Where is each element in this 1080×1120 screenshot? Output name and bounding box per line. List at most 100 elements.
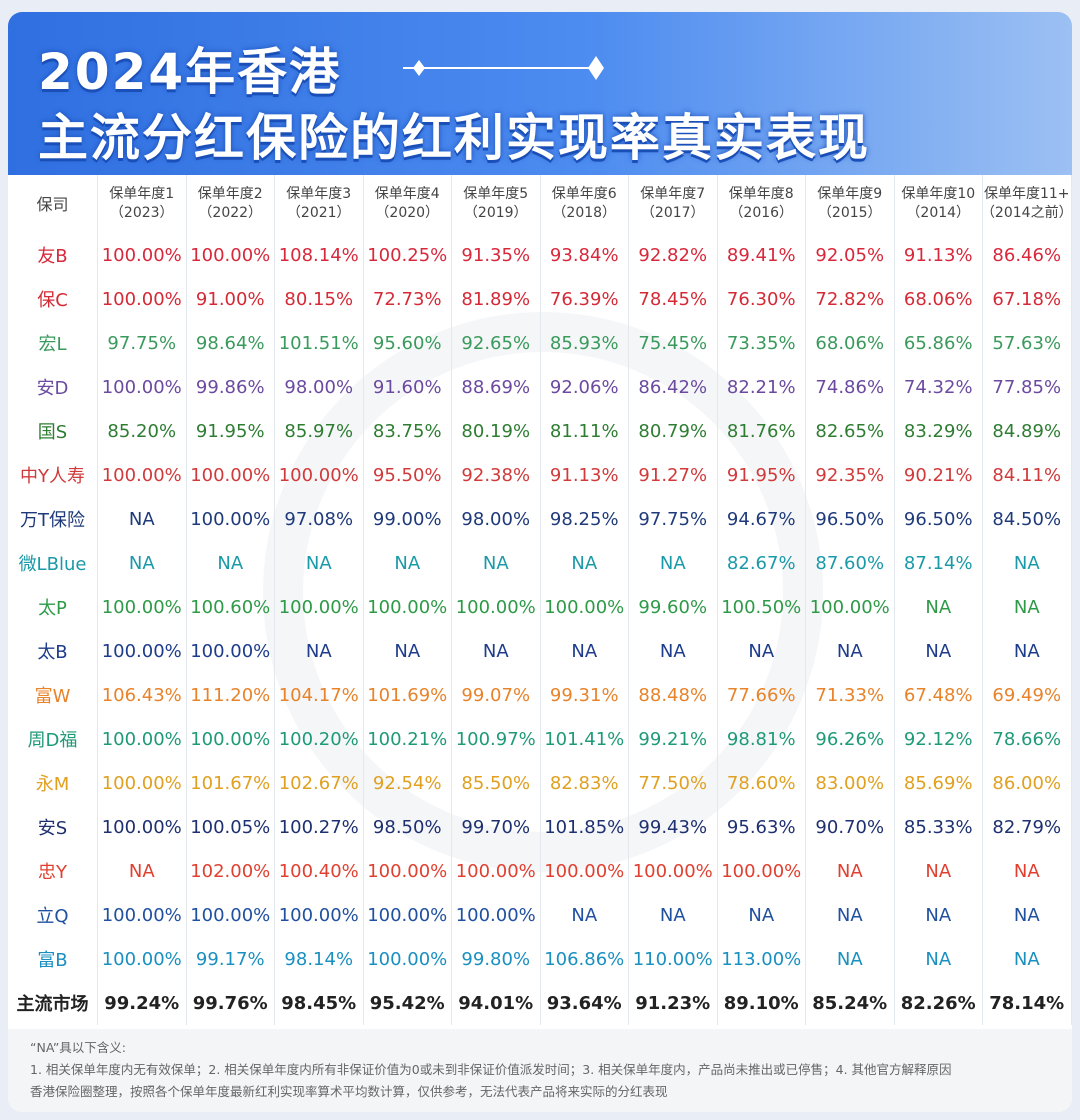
rate-cell: 100.20%	[275, 717, 364, 761]
rate-cell: 89.10%	[718, 981, 806, 1025]
rate-cell: NA	[275, 629, 364, 673]
rate-cell: 100.97%	[452, 717, 541, 761]
rate-cell: 78.60%	[718, 761, 806, 805]
rate-cell: 100.00%	[275, 585, 364, 629]
column-header: 保单年度11+ （2014之前）	[980, 175, 1072, 233]
rate-cell: NA	[364, 629, 452, 673]
rate-cell: 93.84%	[541, 233, 629, 277]
rate-cell: 100.00%	[364, 849, 452, 893]
row-name: 太P	[8, 585, 98, 629]
rate-cell: 85.33%	[895, 805, 983, 849]
rate-cell: NA	[629, 629, 718, 673]
rate-cell: 108.14%	[275, 233, 364, 277]
rate-cell: 85.20%	[98, 409, 187, 453]
rate-cell: 100.00%	[806, 585, 895, 629]
rate-cell: 100.00%	[452, 893, 541, 937]
rate-cell: 72.73%	[364, 277, 452, 321]
rate-cell: 95.50%	[364, 453, 452, 497]
rate-cell: NA	[983, 849, 1072, 893]
column-header-line: 保单年度9	[817, 186, 883, 202]
rate-cell: NA	[983, 629, 1072, 673]
rate-cell: NA	[452, 629, 541, 673]
rate-cell: 100.00%	[98, 629, 187, 673]
rate-cell: 74.32%	[895, 365, 983, 409]
sparkle-deco	[403, 56, 604, 80]
column-header-line: （2017）	[640, 205, 705, 221]
row-name: 忠Y	[8, 849, 98, 893]
rate-cell: 84.89%	[983, 409, 1072, 453]
rate-cell: 98.00%	[452, 497, 541, 541]
row-name: 宏L	[8, 321, 98, 365]
title-line: 2024年香港	[38, 43, 342, 101]
rate-cell: 82.83%	[541, 761, 629, 805]
rate-cell: 98.00%	[275, 365, 364, 409]
column-header: 保单年度3 （2021）	[275, 175, 364, 233]
rate-cell: 91.35%	[452, 233, 541, 277]
rate-cell: 72.82%	[806, 277, 895, 321]
rate-cell: 81.11%	[541, 409, 629, 453]
column-header-line: （2018）	[552, 205, 617, 221]
rate-cell: NA	[806, 849, 895, 893]
column-header-line: 保单年度11+	[983, 186, 1070, 202]
rate-cell: NA	[364, 541, 452, 585]
row-name: 中Y人寿	[8, 453, 98, 497]
column-header-line: 保单年度7	[640, 186, 706, 202]
column-header: 保单年度2 （2022）	[187, 175, 275, 233]
rate-cell: 101.41%	[541, 717, 629, 761]
rate-cell: NA	[806, 893, 895, 937]
rate-cell: 92.35%	[806, 453, 895, 497]
rate-cell: 99.00%	[364, 497, 452, 541]
rate-cell: 100.00%	[275, 893, 364, 937]
rate-cell: 65.86%	[895, 321, 983, 365]
rate-cell: 100.00%	[364, 893, 452, 937]
column-header-line: 保单年度6	[551, 186, 617, 202]
rate-cell: 82.67%	[718, 541, 806, 585]
rate-cell: 75.45%	[629, 321, 718, 365]
rate-cell: 85.97%	[275, 409, 364, 453]
column-header-line: 保单年度1	[109, 186, 175, 202]
rate-cell: 95.60%	[364, 321, 452, 365]
rate-cell: 80.19%	[452, 409, 541, 453]
table: 保司 保单年度1 （2023） 保单年度2 （2022） 保单年度3 （2021） 保单年度4…	[8, 175, 1072, 1025]
rate-cell: 113.00%	[718, 937, 806, 981]
rate-cell: NA	[983, 893, 1072, 937]
rate-cell: 92.54%	[364, 761, 452, 805]
column-header-line: （2016）	[729, 205, 794, 221]
rate-cell: 91.00%	[187, 277, 275, 321]
rate-cell: 84.11%	[983, 453, 1072, 497]
rate-cell: 100.00%	[541, 849, 629, 893]
rate-cell: NA	[452, 541, 541, 585]
rate-cell: 85.93%	[541, 321, 629, 365]
rate-cell: 92.12%	[895, 717, 983, 761]
rate-cell: 91.13%	[895, 233, 983, 277]
row-name: 万T保险	[8, 497, 98, 541]
rate-cell: NA	[718, 893, 806, 937]
column-header-line: 保单年度3	[286, 186, 352, 202]
rate-cell: 91.60%	[364, 365, 452, 409]
rate-cell: 67.48%	[895, 673, 983, 717]
rate-cell: NA	[895, 849, 983, 893]
rate-cell: 100.00%	[629, 849, 718, 893]
rate-cell: 97.08%	[275, 497, 364, 541]
rate-cell: NA	[275, 541, 364, 585]
column-header-line: （2014之前）	[980, 205, 1072, 221]
column-header-line: 保单年度2	[197, 186, 263, 202]
rate-cell: 94.67%	[718, 497, 806, 541]
rate-cell: 100.50%	[718, 585, 806, 629]
rate-cell: 83.75%	[364, 409, 452, 453]
rate-cell: 101.51%	[275, 321, 364, 365]
rate-cell: 77.50%	[629, 761, 718, 805]
rate-cell: NA	[983, 937, 1072, 981]
column-header-line: 保单年度5	[463, 186, 529, 202]
rate-cell: 78.14%	[983, 981, 1072, 1025]
rate-cell: 92.05%	[806, 233, 895, 277]
column-header-line: （2021）	[286, 205, 351, 221]
rate-cell: 100.00%	[187, 497, 275, 541]
rate-cell: 95.42%	[364, 981, 452, 1025]
rate-cell: 97.75%	[98, 321, 187, 365]
rate-cell: 111.20%	[187, 673, 275, 717]
column-header-line: （2019）	[463, 205, 528, 221]
rate-cell: 96.26%	[806, 717, 895, 761]
rate-cell: 86.00%	[983, 761, 1072, 805]
column-header: 保单年度10 （2014）	[895, 175, 983, 233]
